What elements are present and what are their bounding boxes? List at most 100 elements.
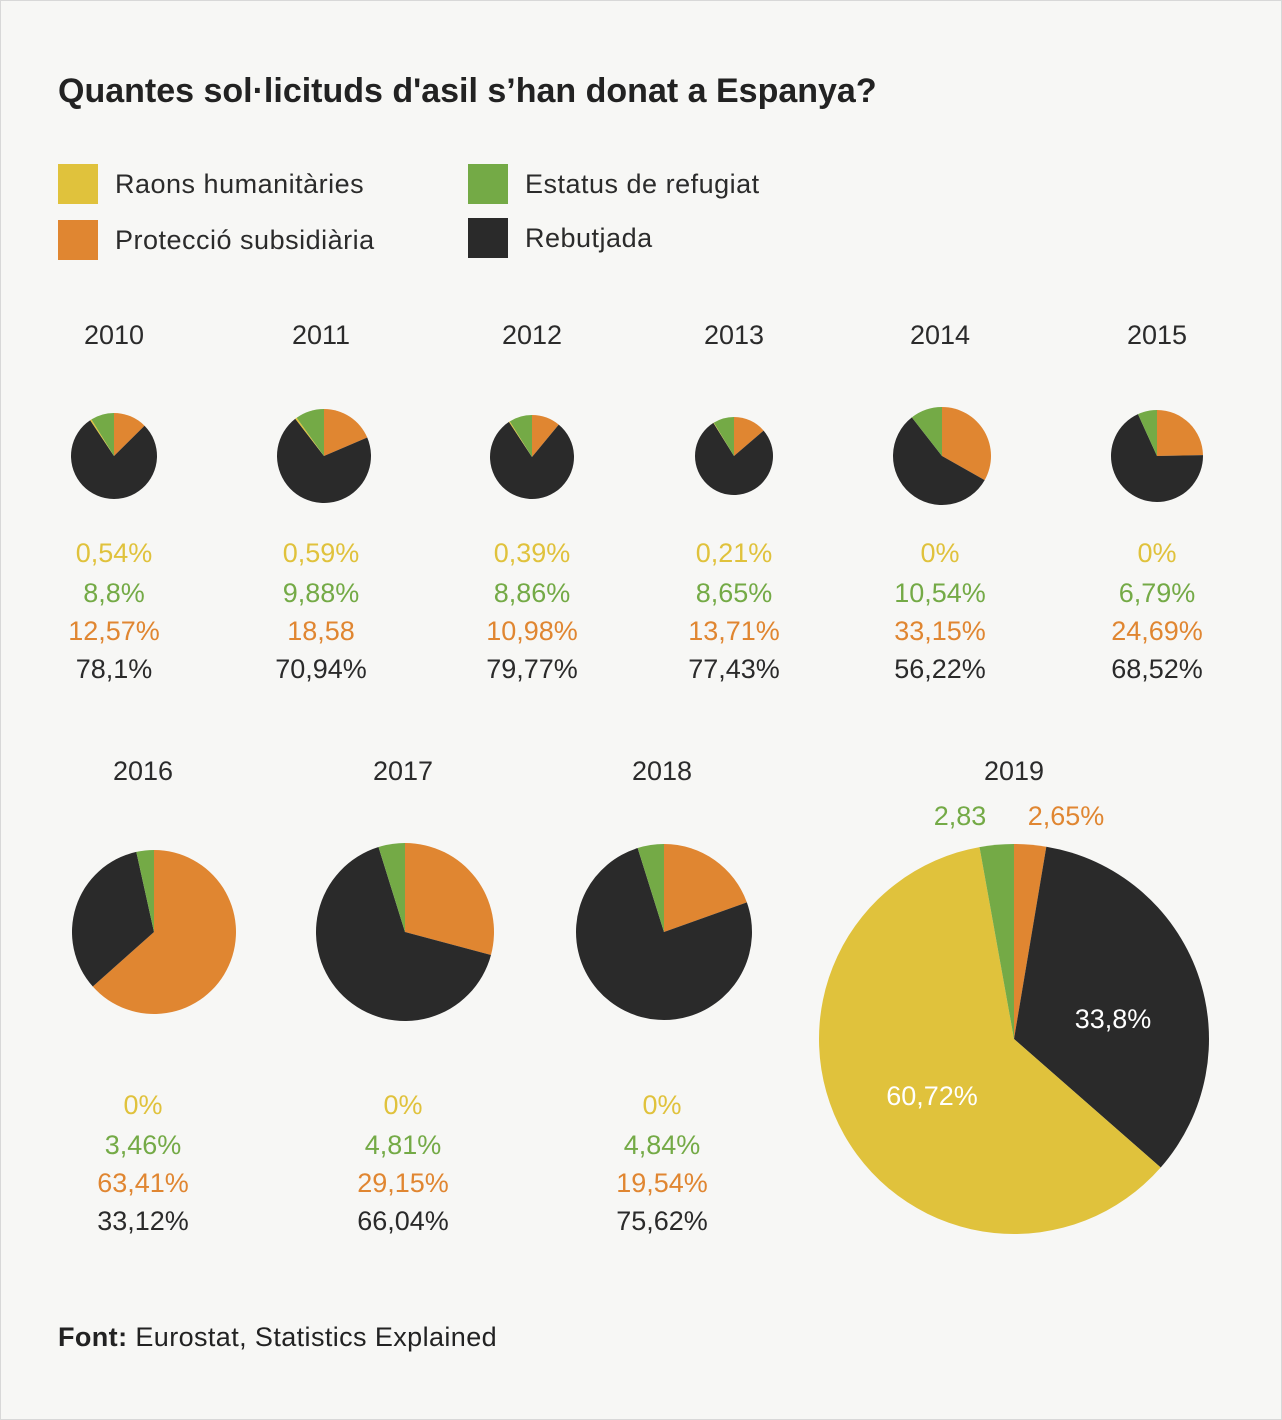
value-label-2010-humanitarian: 0,54% <box>75 538 153 568</box>
chart-title: Quantes sol·licituds d'asil s’han donat … <box>58 72 877 110</box>
pie-slice-2019-humanitarian <box>819 847 1161 1234</box>
value-label-2019-refugee: 2,83 <box>933 801 987 831</box>
value-label-2013-refugee: 8,65% <box>695 578 773 608</box>
value-label-2011-rejected: 70,94% <box>275 654 367 684</box>
value-label-2012-humanitarian: 0,39% <box>493 538 571 568</box>
pie-slice-2018-refugee <box>637 844 664 932</box>
pie-slice-2013-rejected <box>695 422 774 496</box>
value-label-2014-subsidiary: 33,15% <box>894 616 986 646</box>
pie-slice-2016-rejected <box>72 851 154 987</box>
pie-slice-2015-subsidiary <box>1157 410 1203 456</box>
year-label-2015: 2015 <box>1126 320 1188 350</box>
legend-swatch-rejected <box>468 218 508 258</box>
pie-slice-2014-subsidiary <box>942 407 991 481</box>
legend-item-subsidiary: Protecció subsidiària <box>58 220 375 260</box>
value-label-2015-rejected: 68,52% <box>1111 654 1203 684</box>
pie-slice-2011-rejected <box>276 418 371 503</box>
value-label-2014-refugee: 10,54% <box>894 578 986 608</box>
value-label-2010-rejected: 78,1% <box>75 654 153 684</box>
value-label-2015-humanitarian: 0% <box>1137 538 1177 568</box>
pie-slice-2012-refugee <box>509 415 532 457</box>
legend-item-humanitarian: Raons humanitàries <box>58 164 364 204</box>
pie-slice-2010-refugee <box>91 413 114 456</box>
value-label-2012-subsidiary: 10,98% <box>486 616 578 646</box>
value-label-2018-subsidiary: 19,54% <box>616 1168 708 1198</box>
legend-item-refugee: Estatus de refugiat <box>468 164 760 204</box>
legend-item-rejected: Rebutjada <box>468 218 653 258</box>
pie-slice-2010-rejected <box>71 420 157 500</box>
pie-slice-2019-rejected <box>1014 846 1210 1168</box>
value-label-2013-subsidiary: 13,71% <box>688 616 780 646</box>
pie-slice-2011-humanitarian <box>295 417 324 456</box>
value-label-2019-humanitarian: 60,72% <box>886 1081 978 1111</box>
source-text: Eurostat, Statistics Explained <box>135 1322 498 1352</box>
pie-slice-2014-rejected <box>892 417 985 505</box>
pie-slice-2013-refugee <box>713 417 734 456</box>
legend-swatch-humanitarian <box>58 164 98 204</box>
value-label-2015-subsidiary: 24,69% <box>1111 616 1203 646</box>
legend-label: Protecció subsidiària <box>115 224 375 255</box>
pie-slice-2015-refugee <box>1137 410 1157 456</box>
value-label-2014-rejected: 56,22% <box>894 654 986 684</box>
year-label-2014: 2014 <box>909 320 971 350</box>
year-label-2016: 2016 <box>112 756 174 786</box>
value-label-2018-refugee: 4,84% <box>623 1130 701 1160</box>
pie-slice-2016-refugee <box>136 850 154 932</box>
pie-slice-2017-rejected <box>316 847 491 1022</box>
year-label-2011: 2011 <box>291 320 351 350</box>
pie-slice-2018-rejected <box>576 848 753 1020</box>
pie-slice-2012-rejected <box>490 421 574 499</box>
value-label-2018-humanitarian: 0% <box>642 1090 682 1120</box>
value-label-2019-rejected: 33,8% <box>1074 1004 1152 1034</box>
value-label-2011-subsidiary: 18,58 <box>287 616 355 646</box>
value-label-2016-humanitarian: 0% <box>123 1090 163 1120</box>
value-label-2018-rejected: 75,62% <box>616 1206 708 1236</box>
value-label-2013-humanitarian: 0,21% <box>695 538 773 568</box>
year-label-2018: 2018 <box>631 756 693 786</box>
value-label-2011-humanitarian: 0,59% <box>282 538 360 568</box>
pie-slice-2019-refugee <box>979 844 1014 1039</box>
pie-slice-2017-subsidiary <box>405 843 494 955</box>
pie-slice-2011-subsidiary <box>324 409 368 456</box>
pie-slice-2018-subsidiary <box>664 844 747 932</box>
value-label-2016-rejected: 33,12% <box>97 1206 189 1236</box>
value-label-2017-humanitarian: 0% <box>383 1090 423 1120</box>
value-label-2013-rejected: 77,43% <box>688 654 780 684</box>
legend-label: Rebutjada <box>525 222 653 253</box>
value-label-2017-rejected: 66,04% <box>357 1206 449 1236</box>
year-label-2013: 2013 <box>703 320 765 350</box>
value-label-2016-refugee: 3,46% <box>104 1130 182 1160</box>
value-label-2014-humanitarian: 0% <box>920 538 960 568</box>
value-label-2016-subsidiary: 63,41% <box>97 1168 189 1198</box>
pie-slice-2019-subsidiary <box>1014 844 1047 1039</box>
pie-slice-2013-humanitarian <box>713 422 734 456</box>
value-label-2017-subsidiary: 29,15% <box>357 1168 449 1198</box>
pie-slice-2015-rejected <box>1111 414 1204 503</box>
pie-slice-2017-refugee <box>378 843 405 932</box>
pie-slice-2012-subsidiary <box>532 415 559 457</box>
pie-slice-2010-humanitarian <box>90 419 114 456</box>
year-label-2019: 2019 <box>983 756 1045 786</box>
legend-label: Raons humanitàries <box>115 168 365 199</box>
source-prefix: Font: <box>58 1322 128 1352</box>
value-label-2010-subsidiary: 12,57% <box>68 616 160 646</box>
value-label-2015-refugee: 6,79% <box>1118 578 1196 608</box>
pie-slice-2014-refugee <box>911 407 942 456</box>
pie-slice-2011-refugee <box>296 409 324 456</box>
value-label-2012-refugee: 8,86% <box>493 578 571 608</box>
legend-swatch-subsidiary <box>58 220 98 260</box>
year-label-2017: 2017 <box>372 756 434 786</box>
year-label-2012: 2012 <box>501 320 563 350</box>
pie-slice-2012-humanitarian <box>508 421 532 457</box>
pie-slice-2013-subsidiary <box>734 417 764 456</box>
legend-label: Estatus de refugiat <box>525 168 760 199</box>
pie-slice-2016-subsidiary <box>92 850 237 1015</box>
value-label-2019-subsidiary: 2,65% <box>1027 801 1105 831</box>
year-label-2010: 2010 <box>83 320 145 350</box>
pie-slice-2010-subsidiary <box>114 413 145 456</box>
legend-swatch-refugee <box>468 164 508 204</box>
source-note: Font: Eurostat, Statistics Explained <box>58 1322 497 1353</box>
value-label-2012-rejected: 79,77% <box>486 654 578 684</box>
value-label-2017-refugee: 4,81% <box>364 1130 442 1160</box>
